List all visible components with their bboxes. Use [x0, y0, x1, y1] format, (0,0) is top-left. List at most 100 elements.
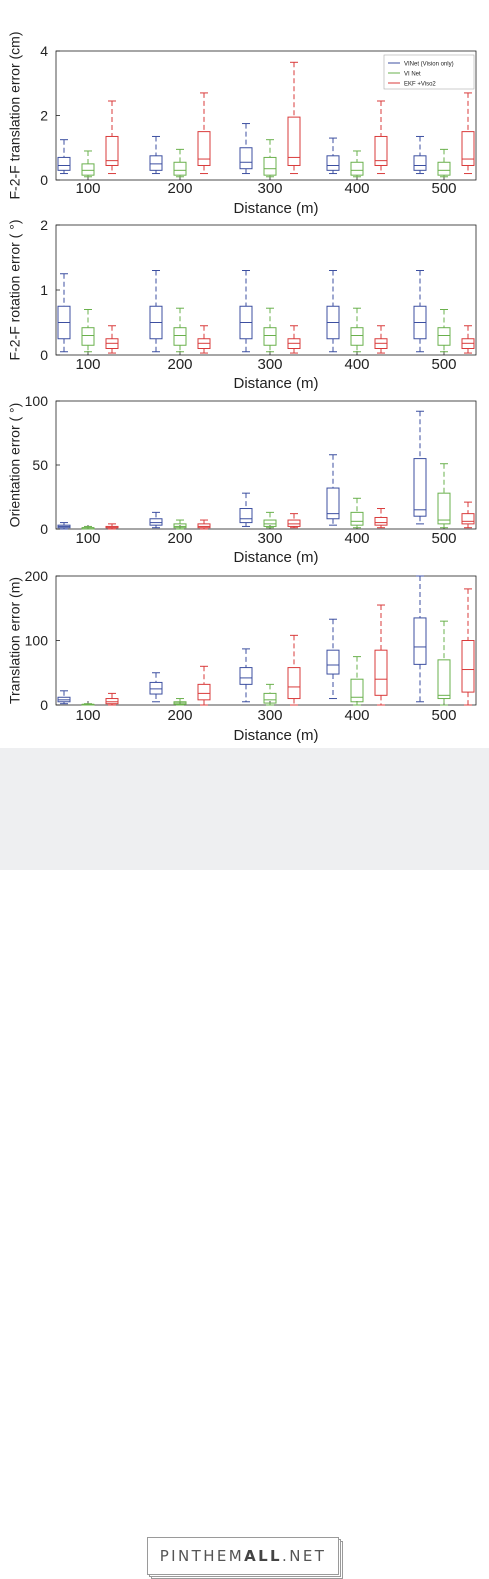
box-vinet_vi-100 — [81, 150, 95, 178]
iqr-box — [239, 147, 253, 170]
box-vinet_vi-200 — [173, 698, 187, 706]
box-vinet-100 — [57, 690, 71, 705]
box-vinet_vi-100 — [81, 309, 95, 353]
iqr-box — [197, 683, 211, 701]
box-vinet_vi-200 — [173, 307, 187, 353]
x-tick-label: 500 — [431, 180, 456, 197]
iqr-box — [461, 513, 475, 525]
iqr-box — [287, 519, 301, 527]
box-ekf_viso2-400 — [374, 604, 388, 706]
box-ekf_viso2-500 — [461, 588, 475, 706]
x-tick-label: 200 — [167, 707, 192, 724]
box-vinet-100 — [57, 522, 71, 530]
box-vinet-300 — [239, 648, 253, 703]
x-tick-label: 100 — [75, 530, 100, 547]
x-tick-label: 200 — [167, 180, 192, 197]
box-vinet_vi-100 — [81, 525, 95, 530]
x-tick-label: 400 — [344, 530, 369, 547]
iqr-box — [173, 523, 187, 529]
iqr-box — [57, 156, 71, 171]
y-axis-label: F-2-F rotation error ( °) — [7, 220, 23, 361]
y-tick-label: 2 — [40, 108, 48, 124]
iqr-box — [350, 511, 364, 526]
box-vinet-100 — [57, 139, 71, 175]
box-ekf_viso2-500 — [461, 325, 475, 354]
iqr-box — [437, 327, 451, 346]
y-tick-label: 0 — [40, 172, 48, 188]
y-tick-label: 100 — [25, 393, 49, 409]
iqr-box — [197, 131, 211, 166]
iqr-box — [461, 131, 475, 166]
box-vinet_vi-400 — [350, 497, 364, 529]
iqr-box — [149, 155, 163, 171]
x-tick-label: 200 — [167, 530, 192, 547]
x-axis-label: Distance (m) — [233, 549, 318, 566]
y-tick-label: 200 — [25, 568, 49, 584]
box-vinet_vi-500 — [437, 620, 451, 706]
box-ekf_viso2-300 — [287, 634, 301, 706]
iqr-box — [287, 667, 301, 700]
box-vinet-200 — [149, 672, 163, 703]
box-vinet_vi-300 — [263, 511, 277, 529]
y-tick-label: 0 — [40, 521, 48, 537]
y-axis-label: Translation error (m) — [7, 577, 23, 704]
box-vinet-400 — [326, 137, 340, 175]
box-ekf_viso2-300 — [287, 61, 301, 175]
box-ekf_viso2-400 — [374, 508, 388, 529]
iqr-box — [239, 667, 253, 685]
box-ekf_viso2-500 — [461, 501, 475, 529]
box-ekf_viso2-100 — [105, 100, 119, 175]
x-axis-label: Distance (m) — [233, 375, 318, 392]
iqr-box — [197, 523, 211, 529]
figure-panel: 0 2 4 100 200 300 400 500 Distance (m) F-2-F tran… — [0, 0, 489, 748]
iqr-box — [173, 161, 187, 176]
logo-text-suffix: .NET — [282, 1547, 327, 1565]
y-tick-label: 0 — [40, 697, 48, 713]
x-tick-label: 500 — [431, 707, 456, 724]
y-tick-label: 50 — [32, 457, 48, 473]
box-vinet_vi-300 — [263, 683, 277, 706]
iqr-box — [263, 692, 277, 704]
box-vinet_vi-500 — [437, 463, 451, 529]
box-vinet-100 — [57, 273, 71, 353]
legend-entry: EKF +Viso2 — [404, 82, 436, 88]
iqr-box — [413, 617, 427, 665]
footer-bar: PINTHEMALL.NET — [0, 748, 489, 1579]
box-vinet-300 — [239, 492, 253, 527]
box-ekf_viso2-400 — [374, 100, 388, 175]
x-tick-label: 400 — [344, 180, 369, 197]
x-tick-label: 100 — [75, 180, 100, 197]
x-tick-label: 100 — [75, 356, 100, 373]
x-tick-label: 100 — [75, 707, 100, 724]
x-tick-label: 300 — [257, 180, 282, 197]
box-vinet_vi-200 — [173, 519, 187, 530]
iqr-box — [437, 492, 451, 525]
iqr-box — [374, 649, 388, 696]
box-vinet_vi-300 — [263, 307, 277, 353]
box-vinet-200 — [149, 270, 163, 353]
box-ekf_viso2-200 — [197, 92, 211, 175]
iqr-box — [287, 116, 301, 166]
box-vinet-500 — [413, 270, 427, 353]
iqr-box — [263, 519, 277, 527]
box-ekf_viso2-100 — [105, 523, 119, 530]
x-tick-label: 300 — [257, 707, 282, 724]
iqr-box — [326, 487, 340, 520]
y-axis-label: Orientation error ( °) — [7, 403, 23, 528]
logo-text-prefix: PIN — [159, 1547, 192, 1565]
box-ekf_viso2-100 — [105, 325, 119, 354]
pinthemall-logo[interactable]: PINTHEMALL.NET — [147, 1537, 343, 1579]
box-vinet_vi-200 — [173, 148, 187, 178]
logo-text-bold: ALL — [244, 1547, 283, 1565]
box-ekf_viso2-100 — [105, 692, 119, 706]
iqr-box — [350, 678, 364, 703]
box-ekf_viso2-200 — [197, 665, 211, 706]
logo-text: PINTHEMALL.NET — [160, 1547, 327, 1565]
iqr-box — [374, 516, 388, 526]
iqr-box — [263, 156, 277, 176]
y-tick-label: 0 — [40, 347, 48, 363]
box-vinet-200 — [149, 511, 163, 529]
iqr-box — [437, 161, 451, 176]
x-tick-label: 400 — [344, 356, 369, 373]
